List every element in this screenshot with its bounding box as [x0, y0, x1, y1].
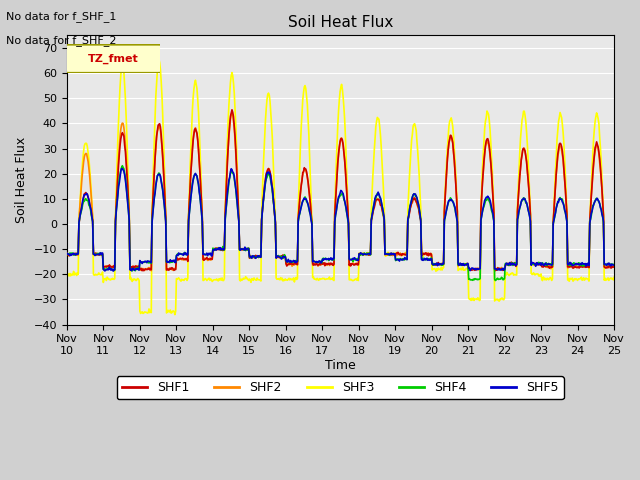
SHF5 — [63, 250, 70, 256]
SHF4 — [611, 261, 618, 267]
SHF4 — [186, 210, 193, 216]
SHF1 — [214, 247, 222, 252]
SHF5 — [186, 202, 194, 208]
SHF1 — [63, 250, 70, 256]
SHF5 — [611, 262, 618, 268]
SHF1 — [611, 264, 618, 270]
SHF5 — [215, 245, 223, 251]
SHF3 — [171, 312, 179, 317]
SHF4 — [118, 163, 126, 168]
SHF4 — [73, 252, 81, 257]
X-axis label: Time: Time — [325, 359, 356, 372]
SHF2 — [63, 250, 70, 256]
Line: SHF3: SHF3 — [67, 59, 614, 314]
Text: No data for f_SHF_2: No data for f_SHF_2 — [6, 35, 117, 46]
SHF5 — [408, 194, 416, 200]
Legend: SHF1, SHF2, SHF3, SHF4, SHF5: SHF1, SHF2, SHF3, SHF4, SHF5 — [117, 376, 564, 399]
SHF3 — [424, 251, 432, 257]
Title: Soil Heat Flux: Soil Heat Flux — [288, 15, 393, 30]
SHF2 — [408, 200, 416, 205]
SHF1 — [138, 268, 146, 274]
SHF4 — [214, 246, 222, 252]
SHF1 — [186, 199, 193, 205]
SHF5 — [118, 166, 125, 171]
SHF3 — [611, 275, 618, 280]
SHF3 — [73, 273, 81, 278]
Line: SHF1: SHF1 — [67, 110, 614, 271]
SHF1 — [129, 264, 137, 269]
SHF1 — [408, 198, 416, 204]
SHF1 — [228, 107, 236, 113]
SHF2 — [186, 199, 193, 205]
Line: SHF5: SHF5 — [67, 168, 614, 271]
Line: SHF2: SHF2 — [67, 113, 614, 271]
SHF2 — [424, 250, 432, 256]
SHF3 — [215, 276, 223, 282]
SHF5 — [109, 268, 117, 274]
SHF2 — [228, 110, 236, 116]
SHF5 — [131, 267, 138, 273]
SHF4 — [492, 277, 499, 283]
SHF5 — [424, 257, 432, 263]
SHF4 — [130, 266, 138, 272]
SHF2 — [73, 251, 81, 257]
Y-axis label: Soil Heat Flux: Soil Heat Flux — [15, 137, 28, 223]
SHF2 — [129, 263, 137, 269]
SHF1 — [73, 251, 81, 256]
SHF5 — [73, 251, 81, 256]
SHF3 — [155, 56, 163, 62]
SHF3 — [186, 165, 194, 170]
Text: No data for f_SHF_1: No data for f_SHF_1 — [6, 11, 116, 22]
SHF4 — [424, 256, 431, 262]
SHF4 — [408, 197, 415, 203]
SHF3 — [129, 276, 137, 282]
SHF3 — [63, 271, 70, 276]
SHF3 — [408, 132, 416, 137]
SHF1 — [424, 253, 432, 259]
SHF4 — [63, 252, 70, 258]
SHF2 — [611, 263, 618, 269]
SHF2 — [214, 246, 222, 252]
SHF2 — [147, 268, 155, 274]
Line: SHF4: SHF4 — [67, 166, 614, 280]
